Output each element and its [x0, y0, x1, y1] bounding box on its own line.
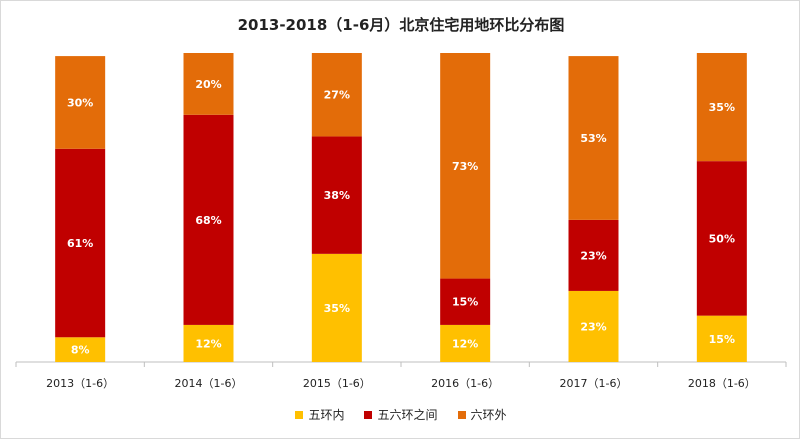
data-label: 73%	[452, 160, 478, 173]
data-label: 38%	[324, 189, 350, 202]
bar-segment	[696, 161, 747, 316]
x-tick-label: 2013（1-6）	[46, 377, 114, 390]
bar-segment	[183, 324, 234, 362]
bar-segment	[311, 253, 362, 362]
data-label: 30%	[67, 96, 93, 109]
bar-segment	[55, 337, 106, 362]
bar-segment	[183, 114, 234, 325]
bar-segment	[696, 315, 747, 362]
data-label: 53%	[580, 132, 606, 145]
x-tick-label: 2017（1-6）	[560, 377, 628, 390]
bar-segment	[568, 219, 619, 291]
bar-segment	[311, 53, 362, 137]
data-label: 50%	[709, 232, 735, 245]
legend-item-between-5th-6th-ring: 五六环之间	[364, 406, 438, 423]
bar-segment	[440, 324, 491, 362]
data-label: 23%	[580, 249, 606, 262]
x-tick-label: 2015（1-6）	[303, 377, 371, 390]
stacked-bar-chart: 8% 61% 30% 2013（1-6） 12% 68% 20% 2014（1-6） 35% 38…	[15, 53, 787, 390]
bar-segment	[568, 56, 619, 220]
chart-title: 2013-2018（1-6月）北京住宅用地环比分布图	[237, 16, 565, 34]
legend-swatch	[364, 410, 373, 419]
legend-label: 五六环之间	[377, 408, 438, 422]
bar-segment	[55, 56, 106, 149]
bar-segment	[311, 136, 362, 254]
data-label: 23%	[580, 320, 606, 333]
legend-item-inner-5th-ring: 五环内	[295, 406, 344, 423]
legend-item-outer-6th-ring: 六环外	[457, 406, 507, 423]
bar-segment	[55, 148, 106, 338]
data-label: 27%	[324, 89, 350, 102]
data-label: 35%	[709, 101, 735, 114]
data-label: 68%	[195, 214, 221, 227]
data-label: 35%	[324, 302, 350, 315]
x-tick-label: 2016（1-6）	[431, 377, 499, 390]
data-label: 61%	[67, 237, 93, 250]
data-label: 15%	[452, 296, 478, 309]
data-label: 12%	[452, 337, 478, 350]
data-label: 20%	[195, 78, 221, 91]
legend: 五环内 五六环之间 六环外	[1, 406, 800, 423]
bar-segment	[440, 278, 491, 325]
bar-segment	[440, 53, 491, 279]
x-tick-label: 2018（1-6）	[688, 377, 756, 390]
data-label: 12%	[195, 337, 221, 350]
bar-segment	[696, 53, 747, 162]
legend-label: 六环外	[470, 408, 507, 422]
x-tick-label: 2014（1-6）	[175, 377, 243, 390]
bar-segment	[183, 53, 234, 115]
legend-label: 五环内	[308, 408, 345, 422]
data-label: 15%	[709, 333, 735, 346]
data-label: 8%	[71, 344, 90, 357]
bar-segment	[568, 290, 619, 362]
legend-swatch	[295, 410, 304, 419]
legend-swatch	[457, 410, 466, 419]
